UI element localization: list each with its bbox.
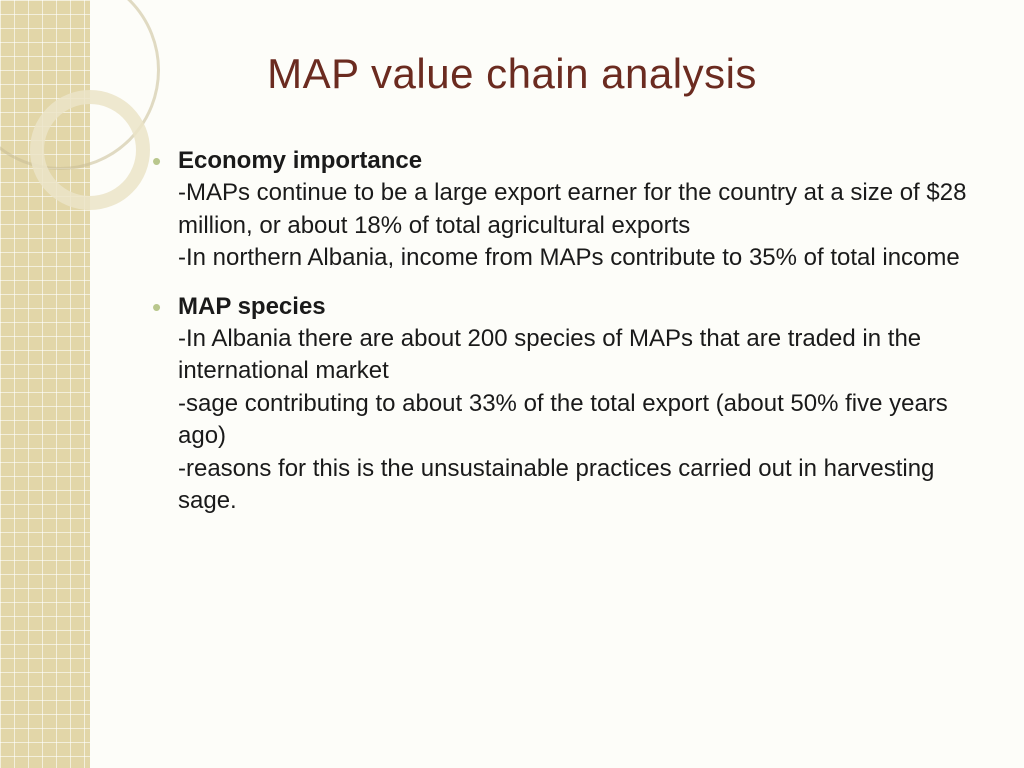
slide-title: MAP value chain analysis <box>0 50 1024 98</box>
ring-decor-small <box>30 90 150 210</box>
bullet-heading: MAP species <box>178 291 970 323</box>
bullet-subline: -In Albania there are about 200 species … <box>178 323 970 388</box>
bullet-item: MAP species -In Albania there are about … <box>150 291 970 518</box>
slide-body: Economy importance -MAPs continue to be … <box>150 145 970 533</box>
bullet-item: Economy importance -MAPs continue to be … <box>150 145 970 275</box>
bullet-subline: -In northern Albania, income from MAPs c… <box>178 242 970 274</box>
bullet-subline: -reasons for this is the unsustainable p… <box>178 453 970 518</box>
bullet-subline: -sage contributing to about 33% of the t… <box>178 388 970 453</box>
bullet-heading: Economy importance <box>178 145 970 177</box>
bullet-subline: -MAPs continue to be a large export earn… <box>178 177 970 242</box>
